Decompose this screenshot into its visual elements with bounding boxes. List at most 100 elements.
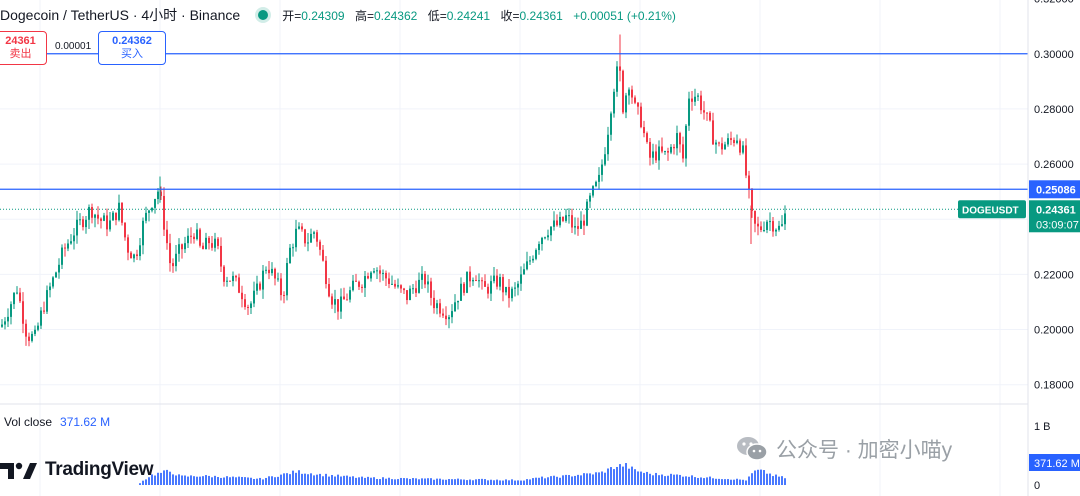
candle-body: [460, 283, 462, 301]
volume-bar: [316, 474, 318, 485]
volume-bar: [679, 474, 681, 485]
volume-bar: [709, 476, 711, 485]
candle-body: [751, 189, 753, 211]
candle-body: [178, 244, 180, 254]
candle-body: [520, 274, 522, 284]
volume-label[interactable]: Vol close: [4, 415, 53, 429]
candle-body: [64, 247, 66, 249]
volume-bar: [745, 480, 747, 485]
candle-body: [655, 151, 657, 161]
candle-body: [526, 261, 528, 270]
candle-body: [715, 142, 717, 145]
candle-body: [244, 299, 246, 308]
volume-bar: [502, 480, 504, 485]
candle-body: [742, 145, 744, 153]
candle-body: [433, 297, 435, 309]
candle-body: [307, 242, 309, 244]
candle-body: [166, 229, 168, 244]
volume-bar: [643, 472, 645, 485]
volume-bar: [274, 477, 276, 485]
candle-body: [721, 143, 723, 150]
volume-bar: [379, 479, 381, 485]
volume-bar: [310, 473, 312, 485]
candle-body: [28, 336, 30, 341]
y-tick-label: 0.32000: [1034, 0, 1074, 6]
candle-body: [403, 288, 405, 291]
candle-body: [586, 201, 588, 226]
volume-bar: [475, 479, 477, 485]
candle-body: [637, 102, 639, 107]
candle-body: [577, 226, 579, 229]
volume-bar: [619, 464, 621, 485]
candle-body: [556, 220, 558, 226]
volume-bar: [640, 471, 642, 485]
candle-body: [697, 95, 699, 97]
candle-body: [223, 266, 225, 282]
candle-body: [379, 270, 381, 274]
candle-body: [394, 283, 396, 287]
candle-body: [694, 96, 696, 102]
candle-body: [670, 146, 672, 153]
candle-body: [724, 144, 726, 150]
candle-body: [355, 280, 357, 282]
candle-body: [517, 283, 519, 288]
volume-bar: [772, 476, 774, 485]
candle-body: [529, 260, 531, 262]
open-label: 开=: [282, 8, 302, 23]
candle-body: [172, 263, 174, 267]
volume-bar: [496, 479, 498, 485]
candle-body: [301, 226, 303, 230]
candle-body: [340, 296, 342, 312]
symbol-title[interactable]: Dogecoin / TetherUS · 4小时 · Binance: [0, 7, 241, 23]
volume-bar: [394, 479, 396, 485]
candle-body: [103, 215, 105, 221]
candle-body: [544, 237, 546, 239]
volume-bar: [628, 468, 630, 485]
volume-bar: [328, 476, 330, 485]
candle-body: [499, 277, 501, 287]
volume-bar: [370, 477, 372, 485]
candle-body: [700, 95, 702, 111]
candle-body: [43, 310, 45, 312]
close-value: 0.24361: [519, 8, 563, 23]
tradingview-logo[interactable]: TradingView: [0, 459, 154, 481]
buy-button[interactable]: 0.24362 买入: [98, 31, 166, 65]
candle-body: [778, 225, 780, 230]
volume-bar: [406, 478, 408, 485]
candle-body: [298, 226, 300, 229]
volume-bar: [325, 473, 327, 485]
candle-body: [508, 286, 510, 299]
candle-body: [289, 247, 291, 264]
candle-body: [352, 280, 354, 291]
horizontal-lines[interactable]: [0, 53, 1028, 190]
candle-body: [451, 311, 453, 318]
volume-bar: [751, 473, 753, 485]
candle-body: [412, 288, 414, 290]
volume-bar: [265, 477, 267, 485]
candle-body: [22, 301, 24, 324]
volume-bar: [358, 477, 360, 485]
candle-body: [124, 222, 126, 238]
candle-body: [388, 278, 390, 284]
candle-body: [142, 220, 144, 246]
market-status-icon[interactable]: [258, 10, 269, 20]
volume-bar: [454, 479, 456, 485]
candle-body: [535, 250, 537, 259]
volume-bar: [682, 476, 684, 485]
volume-bar: [460, 479, 462, 485]
y-tick-label: 0.28000: [1034, 104, 1074, 116]
candle-body: [4, 321, 6, 325]
candle-body: [547, 235, 549, 238]
volume-bar: [649, 473, 651, 485]
candle-body: [532, 258, 534, 261]
candle-body: [85, 219, 87, 228]
candle-body: [97, 214, 99, 219]
volume-bar: [718, 478, 720, 485]
sell-button[interactable]: 24361 卖出: [0, 31, 47, 65]
volume-bar: [301, 473, 303, 485]
candle-body: [475, 280, 477, 282]
candle-body: [406, 290, 408, 301]
candle-body: [235, 275, 237, 278]
volume-bar: [382, 477, 384, 485]
